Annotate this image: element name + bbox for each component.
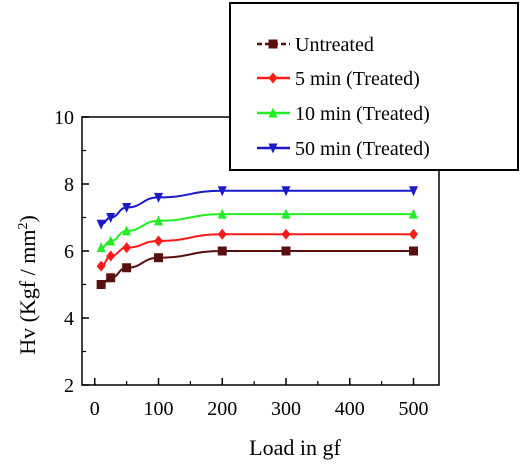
- series-3: [96, 208, 418, 253]
- x-tick-label: 100: [144, 398, 174, 420]
- x-axis-title: Load in gf: [249, 435, 341, 460]
- legend-marker: [268, 143, 278, 154]
- data-point: [154, 235, 163, 247]
- legend-item: 10 min (Treated): [257, 103, 430, 125]
- data-point: [217, 208, 227, 219]
- data-point: [106, 235, 116, 246]
- data-point: [281, 208, 291, 219]
- data-point: [106, 273, 116, 283]
- data-point: [409, 186, 418, 197]
- series-line: [100, 249, 414, 286]
- legend-label: 50 min (Treated): [295, 138, 430, 160]
- data-point: [96, 280, 106, 289]
- y-tick-label: 4: [64, 308, 74, 330]
- data-point: [106, 250, 116, 262]
- data-point: [409, 228, 418, 240]
- legend-label: Untreated: [295, 34, 374, 56]
- legend-marker: [268, 39, 278, 49]
- x-tick-label: 0: [90, 398, 100, 420]
- data-point: [96, 242, 106, 253]
- data-point: [409, 208, 418, 219]
- data-point: [122, 202, 132, 213]
- x-tick-label: 500: [399, 398, 429, 420]
- series-layer: [96, 186, 418, 289]
- series-2: [96, 228, 418, 272]
- y-axis: 2 4 6 8 10: [54, 107, 89, 397]
- y-tick-label: 10: [54, 107, 74, 129]
- legend-item: 50 min (Treated): [257, 138, 430, 160]
- data-point: [154, 215, 163, 226]
- series-1: [96, 246, 418, 289]
- data-point: [96, 260, 106, 272]
- legend-box: [229, 2, 519, 171]
- x-tick-label: 400: [335, 398, 365, 420]
- data-point: [281, 246, 291, 256]
- y-tick-label: 2: [64, 375, 74, 397]
- x-tick-label: 300: [271, 398, 301, 420]
- legend-marker: [268, 107, 278, 118]
- data-point: [409, 246, 418, 256]
- series-4: [96, 186, 418, 230]
- legend-item: 5 min (Treated): [257, 68, 420, 90]
- y-tick-label: 8: [64, 174, 74, 196]
- data-point: [96, 219, 106, 230]
- data-point: [154, 253, 163, 263]
- data-point: [217, 246, 227, 256]
- series-line: [100, 189, 414, 226]
- x-axis: 0 100 200 300 400 500: [90, 378, 429, 420]
- data-point: [217, 186, 227, 197]
- data-point: [281, 228, 291, 240]
- legend: Untreated 5 min (Treated) 10 min (Treated)…: [229, 2, 519, 171]
- y-axis-title: Hv (Kgf / mm2): [15, 215, 40, 355]
- data-point: [281, 186, 291, 197]
- y-tick-label: 6: [64, 241, 74, 263]
- data-point: [122, 242, 132, 254]
- x-tick-label: 200: [207, 398, 237, 420]
- legend-item: Untreated: [257, 34, 374, 56]
- legend-marker: [268, 72, 278, 84]
- data-point: [106, 213, 116, 223]
- data-point: [154, 192, 163, 203]
- data-point: [122, 225, 132, 236]
- legend-label: 10 min (Treated): [295, 103, 430, 125]
- data-point: [122, 263, 132, 273]
- legend-label: 5 min (Treated): [295, 68, 420, 90]
- data-point: [217, 228, 227, 240]
